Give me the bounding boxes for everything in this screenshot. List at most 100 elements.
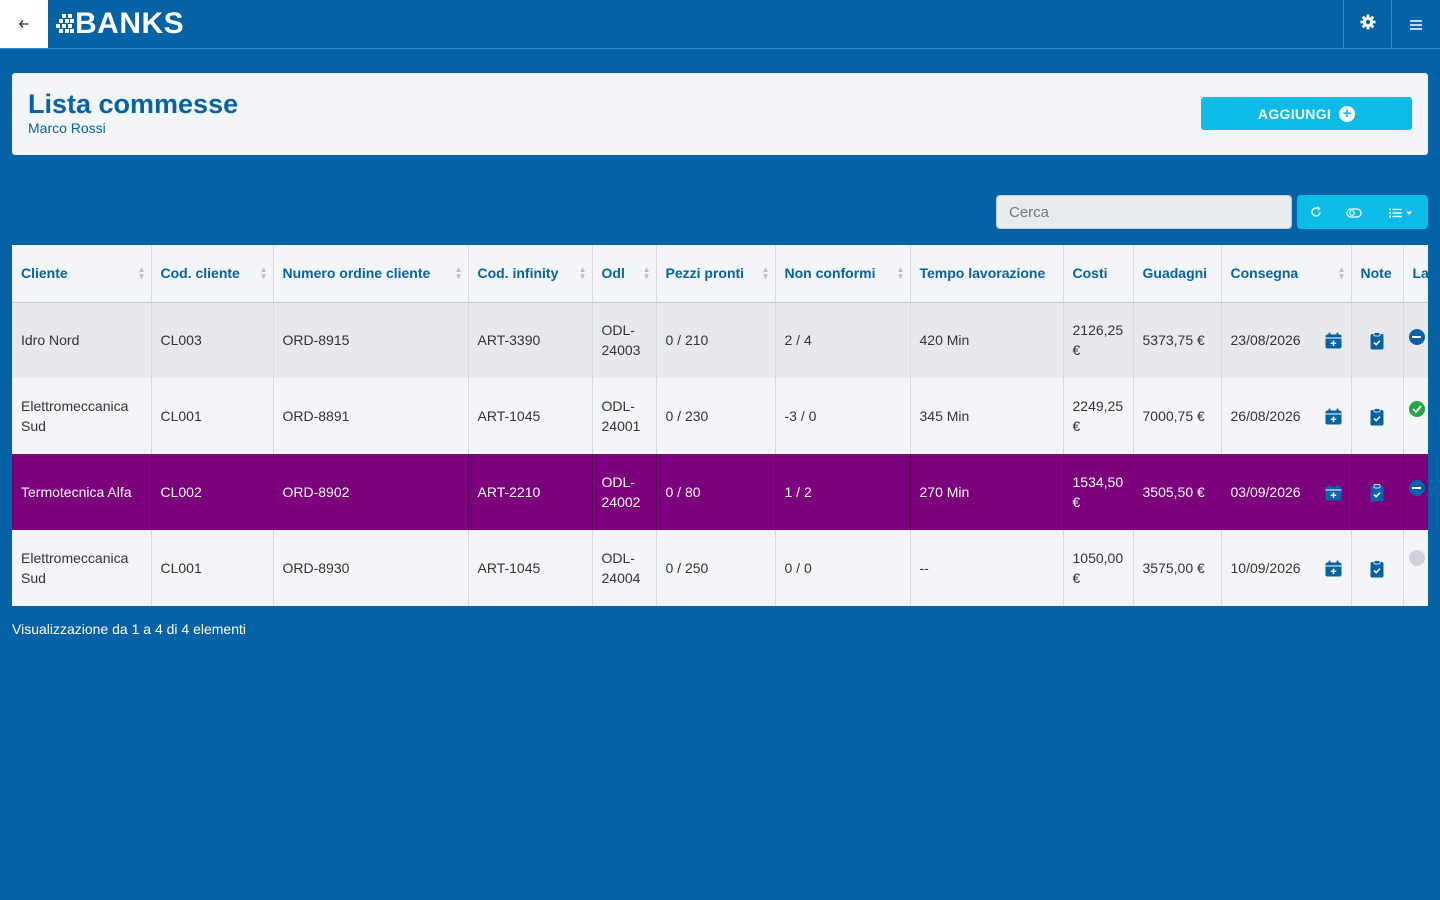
cell-note bbox=[1351, 302, 1404, 378]
gear-icon bbox=[1360, 14, 1376, 34]
cell-consegna: 23/08/2026 bbox=[1221, 302, 1352, 378]
page-subtitle: Marco Rossi bbox=[28, 120, 106, 136]
calendar-plus-icon[interactable] bbox=[1325, 332, 1342, 349]
top-navbar: BANKS bbox=[0, 0, 1440, 49]
cell-pezzi-pronti: 0 / 230 bbox=[656, 378, 776, 454]
column-header-cliente[interactable]: Cliente ▲ ▼ bbox=[12, 245, 152, 303]
cell-odl: ODL-24001 bbox=[592, 378, 657, 454]
cell-cod-infinity: ART-3390 bbox=[468, 302, 593, 378]
calendar-plus-icon[interactable] bbox=[1325, 560, 1342, 577]
status-in-progress-icon bbox=[1408, 328, 1425, 345]
cell-note bbox=[1351, 454, 1404, 530]
cell-costi: 2126,25 € bbox=[1063, 302, 1134, 378]
sort-icon: ▲ ▼ bbox=[454, 265, 463, 282]
calendar-plus-icon[interactable] bbox=[1325, 408, 1342, 425]
cell-cliente: Elettromeccanica Sud bbox=[12, 530, 152, 606]
table-row[interactable]: Elettromeccanica Sud CL001 ORD-8891 ART-104… bbox=[12, 378, 1428, 454]
column-header-guadagni: Guadagni bbox=[1133, 245, 1222, 303]
cell-numero-ordine: ORD-8930 bbox=[273, 530, 469, 606]
cell-consegna: 10/09/2026 bbox=[1221, 530, 1352, 606]
cell-guadagni: 3505,50 € bbox=[1133, 454, 1222, 530]
settings-button[interactable] bbox=[1343, 0, 1391, 48]
table-row[interactable]: Termotecnica Alfa CL002 ORD-8902 ART-2210 OD… bbox=[12, 454, 1428, 530]
consegna-date: 03/09/2026 bbox=[1230, 484, 1301, 500]
cell-note bbox=[1351, 530, 1404, 606]
table-row[interactable]: Idro Nord CL003 ORD-8915 ART-3390 ODL-24003 0… bbox=[12, 302, 1428, 378]
cell-lavorazione-status bbox=[1403, 454, 1428, 530]
column-header-note: Note bbox=[1351, 245, 1404, 303]
column-header-consegna[interactable]: Consegna ▲ ▼ bbox=[1221, 245, 1352, 303]
add-button[interactable]: AGGIUNGI + bbox=[1201, 97, 1412, 130]
refresh-button[interactable] bbox=[1297, 195, 1335, 229]
list-columns-icon bbox=[1388, 203, 1413, 222]
sort-icon: ▲ ▼ bbox=[578, 265, 587, 282]
toggle-icon bbox=[1346, 203, 1362, 222]
clipboard-check-icon[interactable] bbox=[1370, 408, 1384, 426]
clipboard-check-icon[interactable] bbox=[1370, 332, 1384, 350]
cell-non-conformi: 1 / 2 bbox=[775, 454, 911, 530]
consegna-date: 23/08/2026 bbox=[1230, 332, 1301, 349]
page-title: Lista commesse bbox=[28, 89, 239, 119]
clipboard-check-icon[interactable] bbox=[1370, 560, 1384, 578]
cell-guadagni: 5373,75 € bbox=[1133, 302, 1222, 378]
status-in-progress-icon bbox=[1408, 480, 1425, 496]
cell-pezzi-pronti: 0 / 250 bbox=[656, 530, 776, 606]
back-button[interactable] bbox=[0, 0, 48, 48]
column-header-cod-infinity[interactable]: Cod. infinity ▲ ▼ bbox=[468, 245, 593, 303]
consegna-date: 10/09/2026 bbox=[1230, 560, 1301, 576]
hamburger-icon bbox=[1410, 15, 1422, 34]
cell-cod-infinity: ART-1045 bbox=[468, 378, 593, 454]
cell-odl: ODL-24002 bbox=[592, 454, 657, 530]
sort-icon: ▲ ▼ bbox=[1337, 265, 1346, 282]
cell-pezzi-pronti: 0 / 80 bbox=[656, 454, 776, 530]
column-header-tempo-lavorazione: Tempo lavorazione bbox=[910, 245, 1064, 303]
sort-icon: ▲ ▼ bbox=[137, 265, 146, 282]
column-header-odl[interactable]: Odl ▲ ▼ bbox=[592, 245, 657, 303]
cell-tempo-lavorazione: -- bbox=[910, 530, 1064, 606]
table-toolbar-buttons bbox=[1297, 195, 1428, 229]
cell-costi: 2249,25 € bbox=[1063, 378, 1134, 454]
status-none-icon bbox=[1408, 550, 1425, 566]
calendar-plus-icon[interactable] bbox=[1325, 484, 1342, 501]
cell-odl: ODL-24003 bbox=[592, 302, 657, 378]
cell-consegna: 26/08/2026 bbox=[1221, 378, 1352, 454]
cell-non-conformi: -3 / 0 bbox=[775, 378, 911, 454]
cell-numero-ordine: ORD-8915 bbox=[273, 302, 469, 378]
cell-cliente: Termotecnica Alfa bbox=[12, 454, 152, 530]
search-input[interactable] bbox=[996, 195, 1292, 229]
sort-icon: ▲ ▼ bbox=[259, 265, 268, 282]
table-row[interactable]: Elettromeccanica Sud CL001 ORD-8930 ART-104… bbox=[12, 530, 1428, 606]
column-header-cod-cliente[interactable]: Cod. cliente ▲ ▼ bbox=[151, 245, 274, 303]
cell-costi: 1050,00 € bbox=[1063, 530, 1134, 606]
consegna-date: 26/08/2026 bbox=[1230, 408, 1301, 424]
cell-guadagni: 3575,00 € bbox=[1133, 530, 1222, 606]
cell-tempo-lavorazione: 270 Min bbox=[910, 454, 1064, 530]
cell-note bbox=[1351, 378, 1404, 454]
cell-guadagni: 7000,75 € bbox=[1133, 378, 1222, 454]
cell-non-conformi: 0 / 0 bbox=[775, 530, 911, 606]
cell-tempo-lavorazione: 345 Min bbox=[910, 378, 1064, 454]
cell-costi: 1534,50 € bbox=[1063, 454, 1134, 530]
menu-button[interactable] bbox=[1391, 0, 1440, 48]
arrow-left-icon bbox=[18, 16, 29, 32]
cell-cod-cliente: CL002 bbox=[151, 454, 274, 530]
cell-cod-infinity: ART-2210 bbox=[468, 454, 593, 530]
clipboard-check-icon[interactable] bbox=[1370, 484, 1384, 502]
cell-cod-infinity: ART-1045 bbox=[468, 530, 593, 606]
app-logo[interactable]: BANKS bbox=[56, 7, 185, 40]
columns-dropdown-button[interactable] bbox=[1373, 195, 1428, 229]
column-header-non-conformi[interactable]: Non conformi ▲ ▼ bbox=[775, 245, 911, 303]
cell-numero-ordine: ORD-8902 bbox=[273, 454, 469, 530]
column-header-numero-ordine[interactable]: Numero ordine cliente ▲ ▼ bbox=[273, 245, 469, 303]
cell-cliente: Elettromeccanica Sud bbox=[12, 378, 152, 454]
cell-odl: ODL-24004 bbox=[592, 530, 657, 606]
column-header-lavorazione: La bbox=[1403, 245, 1428, 303]
column-header-pezzi-pronti[interactable]: Pezzi pronti ▲ ▼ bbox=[656, 245, 776, 303]
table-header-row: Cliente ▲ ▼ Cod. cliente ▲ ▼ Numero ordine c… bbox=[12, 245, 1428, 303]
plus-circle-icon: + bbox=[1339, 105, 1356, 122]
cell-non-conformi: 2 / 4 bbox=[775, 302, 911, 378]
cell-lavorazione-status bbox=[1403, 530, 1428, 606]
logo-text: BANKS bbox=[75, 7, 185, 40]
pagination-info: Visualizzazione da 1 a 4 di 4 elementi bbox=[12, 621, 247, 637]
toggle-view-button[interactable] bbox=[1335, 195, 1373, 229]
